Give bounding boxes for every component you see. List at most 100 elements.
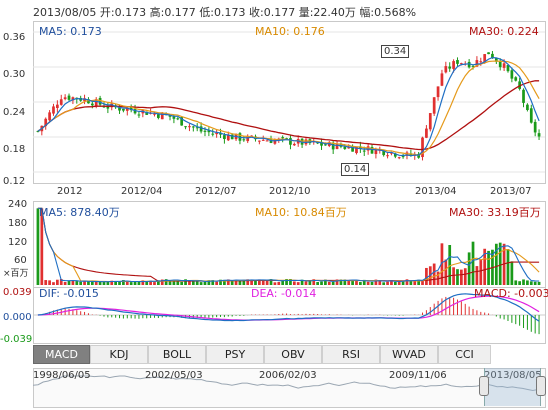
volume-bar xyxy=(160,279,164,285)
candle-body xyxy=(242,139,246,141)
tab-cci[interactable]: CCI xyxy=(438,345,491,364)
volume-bar xyxy=(207,280,211,285)
candle-body xyxy=(215,132,218,135)
candle-body xyxy=(475,60,479,67)
navigator-date: 2009/11/06 xyxy=(389,370,447,381)
volume-bar xyxy=(514,280,518,285)
candle-body xyxy=(471,65,475,67)
price-chart[interactable] xyxy=(33,21,545,183)
candle-body xyxy=(510,70,514,79)
volume-bar xyxy=(36,208,40,285)
volume-bar xyxy=(48,280,51,285)
navigator-date: 2006/02/03 xyxy=(259,370,317,381)
volume-bar xyxy=(351,280,354,285)
candle-body xyxy=(199,126,203,132)
volume-bar xyxy=(409,280,413,285)
candle-body xyxy=(483,54,487,63)
candle-body xyxy=(56,104,59,109)
header-low: 低:0.173 xyxy=(199,6,246,19)
time-navigator[interactable] xyxy=(33,368,546,408)
tab-boll[interactable]: BOLL xyxy=(148,345,206,364)
volume-bar xyxy=(281,280,285,285)
volume-bar xyxy=(320,281,323,285)
price-ma5-label: MA5: 0.173 xyxy=(39,25,102,38)
volume-bar xyxy=(347,280,351,285)
candle-body xyxy=(118,107,121,111)
volume-bar xyxy=(304,281,308,285)
candle-body xyxy=(153,113,156,115)
volume-bar xyxy=(87,281,90,285)
candle-body xyxy=(184,126,187,128)
volume-bar xyxy=(296,282,300,285)
navigator-left-handle[interactable] xyxy=(479,376,489,396)
volume-bar xyxy=(397,281,401,285)
volume-bar xyxy=(44,280,48,285)
tab-kdj[interactable]: KDJ xyxy=(90,345,148,364)
volume-bar xyxy=(378,280,382,285)
volume-bar xyxy=(56,279,59,285)
volume-bar xyxy=(506,249,510,285)
low-price-marker: 0.14 xyxy=(341,163,370,176)
volume-bar xyxy=(75,281,79,285)
macd-y-tick: 0.039 xyxy=(3,287,32,298)
volume-bar xyxy=(289,279,292,285)
volume-bar xyxy=(285,279,288,285)
candle-body xyxy=(382,150,386,156)
volume-bar xyxy=(393,281,397,285)
candle-body xyxy=(157,114,160,118)
candle-body xyxy=(374,149,378,155)
candle-body xyxy=(526,104,529,110)
candle-body xyxy=(172,115,176,119)
candle-body xyxy=(191,126,195,128)
volume-bar xyxy=(324,279,327,285)
candle-body xyxy=(335,143,339,150)
volume-bar xyxy=(529,281,533,285)
date-x-tick: 2013/04 xyxy=(415,186,457,197)
tab-obv[interactable]: OBV xyxy=(264,345,322,364)
volume-bar xyxy=(273,282,277,285)
candle-body xyxy=(258,140,261,142)
candle-body xyxy=(491,53,494,59)
volume-bar xyxy=(137,282,141,285)
volume-bar xyxy=(145,281,149,285)
volume-bar xyxy=(83,281,86,285)
navigator-date: 1998/06/05 xyxy=(33,370,91,381)
macd-y-tick: 0.000 xyxy=(3,312,32,323)
candle-body xyxy=(98,97,102,105)
candle-body xyxy=(428,113,432,130)
navigator-series xyxy=(33,375,544,392)
volume-bar xyxy=(246,279,250,285)
volume-bar xyxy=(242,279,246,285)
candle-body xyxy=(36,130,40,132)
candle-body xyxy=(44,118,48,127)
candle-body xyxy=(440,73,444,86)
tab-rsi[interactable]: RSI xyxy=(322,345,380,364)
tab-wvad[interactable]: WVAD xyxy=(380,345,438,364)
volume-chart[interactable] xyxy=(33,201,545,287)
volume-bar xyxy=(199,282,203,285)
tab-macd[interactable]: MACD xyxy=(33,345,90,364)
navigator-right-handle[interactable] xyxy=(536,376,546,396)
volume-bar xyxy=(479,259,483,285)
candle-body xyxy=(533,121,537,133)
volume-bar xyxy=(277,282,281,285)
date-x-tick: 2012 xyxy=(57,186,83,197)
volume-bar xyxy=(331,281,335,285)
volume-bar xyxy=(63,281,67,285)
volume-bar xyxy=(405,279,409,285)
candle-body xyxy=(106,106,110,109)
date-x-tick: 2012/04 xyxy=(121,186,163,197)
header-volume: 量:22.40万 xyxy=(298,6,356,19)
volume-bar xyxy=(498,242,502,285)
price-y-tick: 0.24 xyxy=(3,107,26,118)
candle-body xyxy=(67,95,71,100)
candle-body xyxy=(292,143,296,146)
navigator-selection-window[interactable] xyxy=(484,368,541,406)
ma10-line xyxy=(37,60,540,156)
tab-psy[interactable]: PSY xyxy=(206,345,264,364)
dea-line xyxy=(37,295,540,321)
macd-chart[interactable] xyxy=(33,287,545,343)
volume-bar xyxy=(382,282,386,285)
volume-bar xyxy=(444,259,448,285)
volume-bar xyxy=(40,208,44,285)
